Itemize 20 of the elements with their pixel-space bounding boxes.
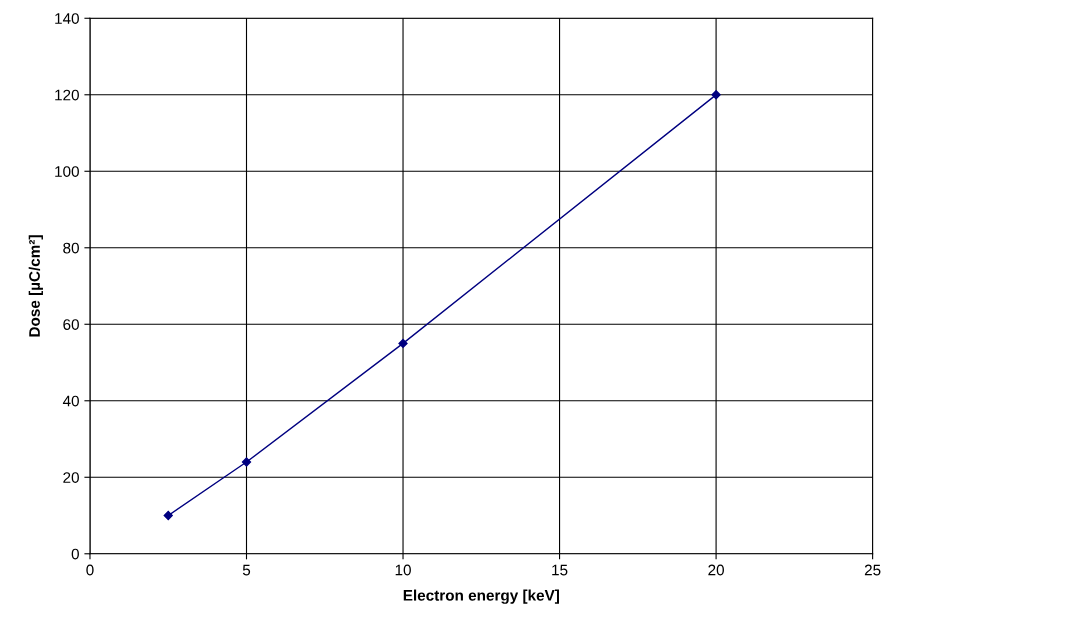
y-tick-label: 0 [71,548,79,560]
y-tick-label: 120 [55,89,79,101]
x-tick-label: 20 [708,564,724,576]
point [241,457,252,467]
x-axis-title: Electron energy [keV] [403,589,559,604]
y-tick-label: 20 [63,472,79,483]
x-tick-label: 0 [86,564,94,576]
y-tick-label: 80 [63,242,79,254]
y-tick-label: 100 [55,166,79,177]
point [163,510,173,521]
x-tick-label: 15 [552,564,568,576]
point [398,338,408,349]
y-axis-title: Dose [µC/cm²] [28,235,43,337]
x-tick-label: 10 [395,564,411,576]
y-tick-label: 40 [62,395,79,407]
x-tick-label: 5 [242,564,251,576]
y-tick-label: 60 [63,319,79,330]
y-tick-label: 140 [55,13,79,24]
x-tick-label: 25 [864,564,881,576]
point [711,90,721,100]
